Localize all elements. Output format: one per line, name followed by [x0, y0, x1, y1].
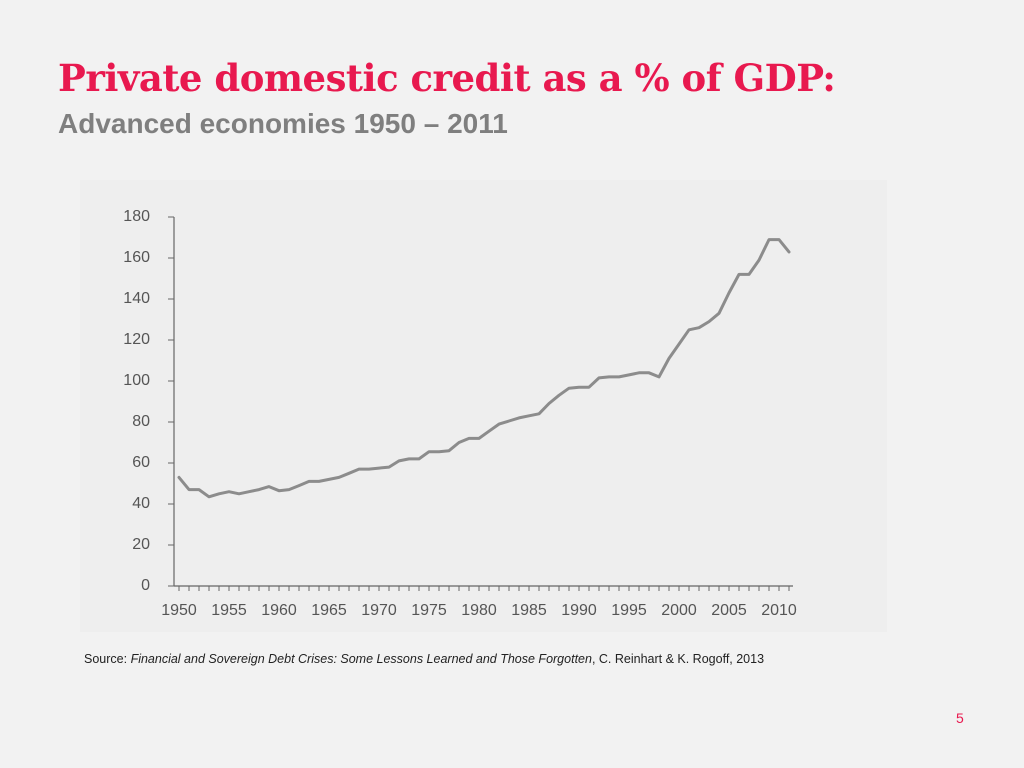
- x-tick-label: 1970: [361, 602, 397, 619]
- line-chart: 0 20 40 60 80 100 120 140 160 180 1950 1955 1960 196…: [123, 208, 797, 619]
- x-tick-label: 2000: [661, 602, 697, 619]
- y-tick-label: 140: [123, 290, 150, 307]
- x-tick-label: 1960: [261, 602, 297, 619]
- series-layer: [177, 238, 791, 499]
- y-tick-label: 180: [123, 208, 150, 225]
- x-tick-label: 1950: [161, 602, 197, 619]
- y-tick-label: 60: [132, 454, 150, 471]
- source-work-title: Financial and Sovereign Debt Crises: Som…: [130, 652, 592, 666]
- chart-axes: [173, 217, 793, 587]
- x-tick-label: 1995: [611, 602, 647, 619]
- y-tick-label: 0: [141, 577, 150, 594]
- page-subtitle: Advanced economies 1950 – 2011: [58, 108, 508, 139]
- y-tick-label: 120: [123, 331, 150, 348]
- x-tick-label: 2010: [761, 602, 797, 619]
- page-number: 5: [956, 710, 964, 726]
- y-tick-label: 40: [132, 495, 150, 512]
- source-citation: Source: Financial and Sovereign Debt Cri…: [84, 652, 764, 666]
- x-axis-ticks: 1950 1955 1960 1965 1970 1975 1980 1985 1990 1995…: [161, 586, 797, 619]
- x-tick-label: 1965: [311, 602, 347, 619]
- source-prefix: Source:: [84, 652, 131, 666]
- source-authors: , C. Reinhart & K. Rogoff, 2013: [591, 652, 765, 666]
- y-axis-ticks: 0 20 40 60 80 100 120 140 160 180: [123, 208, 174, 594]
- series-line-private-credit: [177, 238, 791, 499]
- y-tick-label: 100: [123, 372, 150, 389]
- x-tick-label: 1985: [511, 602, 547, 619]
- y-tick-label: 80: [132, 413, 150, 430]
- x-tick-label: 1980: [461, 602, 497, 619]
- x-tick-label: 1990: [561, 602, 597, 619]
- chart-panel: 0 20 40 60 80 100 120 140 160 180 1950 1955 1960 196…: [80, 180, 887, 632]
- x-tick-label: 1975: [411, 602, 447, 619]
- x-tick-label: 2005: [711, 602, 747, 619]
- y-tick-label: 160: [123, 249, 150, 266]
- page-title: Private domestic credit as a % of GDP:: [58, 56, 836, 100]
- y-tick-label: 20: [132, 536, 150, 553]
- x-tick-label: 1955: [211, 602, 247, 619]
